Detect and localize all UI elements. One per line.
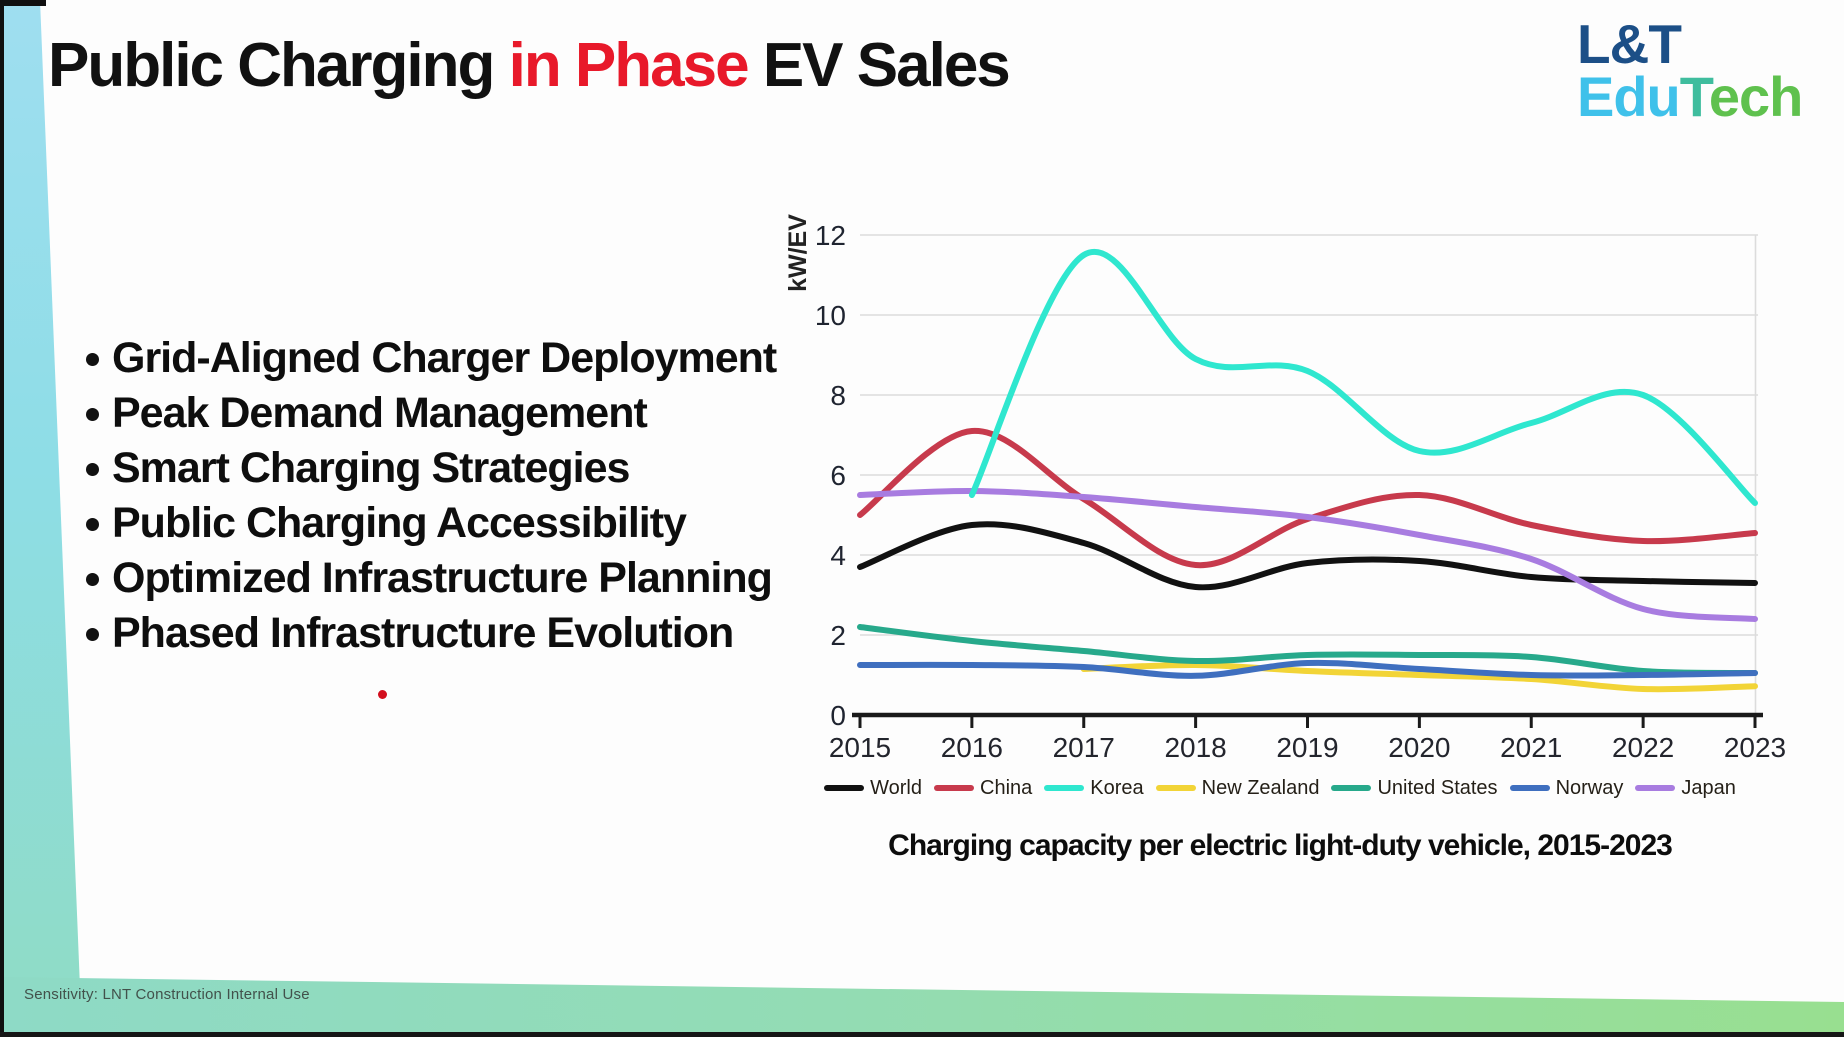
title-accent: in Phase	[508, 31, 750, 100]
bullet-dot-icon	[86, 572, 99, 586]
legend-label: Norway	[1555, 776, 1624, 799]
logo-ech: ech	[1708, 65, 1803, 129]
bullet-dot-icon	[86, 517, 99, 531]
bullet-item: Phased Infrastructure Evolution	[84, 606, 776, 661]
svg-text:2018: 2018	[1164, 732, 1226, 763]
china-line-swatch	[934, 785, 974, 791]
svg-text:2020: 2020	[1388, 732, 1450, 763]
line-norway	[857, 659, 1758, 679]
line-japan	[857, 487, 1758, 622]
legend-label: World	[870, 776, 922, 799]
svg-text:2022: 2022	[1612, 732, 1674, 763]
svg-text:kW/EV: kW/EV	[784, 214, 812, 292]
svg-text:4: 4	[830, 540, 846, 571]
bullet-text: Peak Demand Management	[112, 389, 648, 437]
logo-edutech-text: EduTech	[1577, 69, 1803, 125]
line-korea	[968, 249, 1758, 506]
korea-line-swatch	[1044, 785, 1085, 791]
legend-label: New Zealand	[1201, 776, 1320, 799]
line-united-states	[857, 624, 1758, 676]
sensitivity-footer: Sensitivity: LNT Construction Internal U…	[24, 986, 310, 1003]
japan-line-swatch	[1635, 785, 1676, 791]
stray-red-dot	[378, 690, 387, 699]
legend-item-new-zealand: New Zealand	[1155, 776, 1320, 800]
bullet-item: Peak Demand Management	[84, 386, 776, 441]
legend-label: Japan	[1681, 776, 1736, 799]
bullet-text: Phased Infrastructure Evolution	[112, 609, 734, 657]
norway-line-swatch	[1509, 785, 1550, 791]
chart-caption: Charging capacity per electric light-dut…	[888, 829, 1673, 862]
legend-item-united-states: United States	[1331, 776, 1498, 800]
legend-item-china: China	[934, 777, 1032, 800]
slide-top-corner-edge	[0, 0, 46, 6]
logo-lnt-text: L&T	[1577, 13, 1682, 75]
legend-label: United States	[1377, 776, 1498, 799]
svg-text:2016: 2016	[941, 732, 1003, 763]
title-part2: EV Sales	[747, 31, 1011, 100]
bullet-item: Optimized Infrastructure Planning	[84, 551, 776, 606]
line-china	[857, 427, 1758, 569]
new-zealand-line-swatch	[1155, 785, 1196, 791]
logo-t: T	[1679, 65, 1710, 129]
svg-text:2019: 2019	[1276, 732, 1338, 763]
lnt-edutech-logo: L&T EduTech	[1577, 13, 1803, 125]
logo-edu: Edu	[1577, 65, 1681, 129]
slide-left-edge	[0, 0, 4, 1037]
legend-item-norway: Norway	[1509, 776, 1624, 800]
bullet-item: Grid-Aligned Charger Deployment	[84, 331, 777, 386]
bullet-text: Smart Charging Strategies	[112, 444, 630, 492]
legend-item-japan: Japan	[1635, 777, 1736, 800]
united-states-line-swatch	[1331, 785, 1372, 791]
bullet-dot-icon	[86, 462, 99, 476]
chart-legend: World China Korea New Zealand United Sta…	[780, 776, 1780, 800]
line-world	[857, 521, 1758, 591]
left-gradient-wedge	[0, 0, 82, 1037]
legend-label: Korea	[1090, 776, 1144, 799]
svg-text:12: 12	[815, 220, 846, 251]
svg-text:2015: 2015	[829, 732, 891, 763]
bullet-dot-icon	[86, 352, 99, 366]
bullet-item: Smart Charging Strategies	[84, 441, 776, 496]
bullet-text: Grid-Aligned Charger Deployment	[112, 334, 777, 382]
bullet-text: Public Charging Accessibility	[112, 499, 687, 547]
svg-text:0: 0	[830, 700, 846, 731]
world-line-swatch	[824, 785, 865, 791]
svg-text:2017: 2017	[1053, 732, 1115, 763]
bullet-dot-icon	[86, 627, 99, 641]
legend-label: China	[980, 776, 1033, 799]
legend-item-world: World	[824, 777, 922, 800]
svg-text:8: 8	[830, 380, 846, 411]
svg-text:10: 10	[815, 300, 846, 331]
slide-bottom-edge	[0, 1032, 1844, 1037]
svg-text:2023: 2023	[1724, 732, 1786, 763]
bullet-text: Optimized Infrastructure Planning	[112, 554, 773, 602]
line-new-zealand	[1080, 661, 1758, 693]
bullet-item: Public Charging Accessibility	[84, 496, 776, 551]
bullet-list: Grid-Aligned Charger Deployment Peak Dem…	[84, 331, 777, 661]
svg-text:2021: 2021	[1500, 732, 1562, 763]
svg-text:6: 6	[830, 460, 846, 491]
slide-title: Public Charging in Phase EV Sales	[48, 30, 1011, 101]
title-part1: Public Charging	[48, 31, 509, 100]
svg-text:2: 2	[830, 620, 846, 651]
bullet-dot-icon	[86, 407, 99, 421]
legend-item-korea: Korea	[1044, 776, 1144, 800]
